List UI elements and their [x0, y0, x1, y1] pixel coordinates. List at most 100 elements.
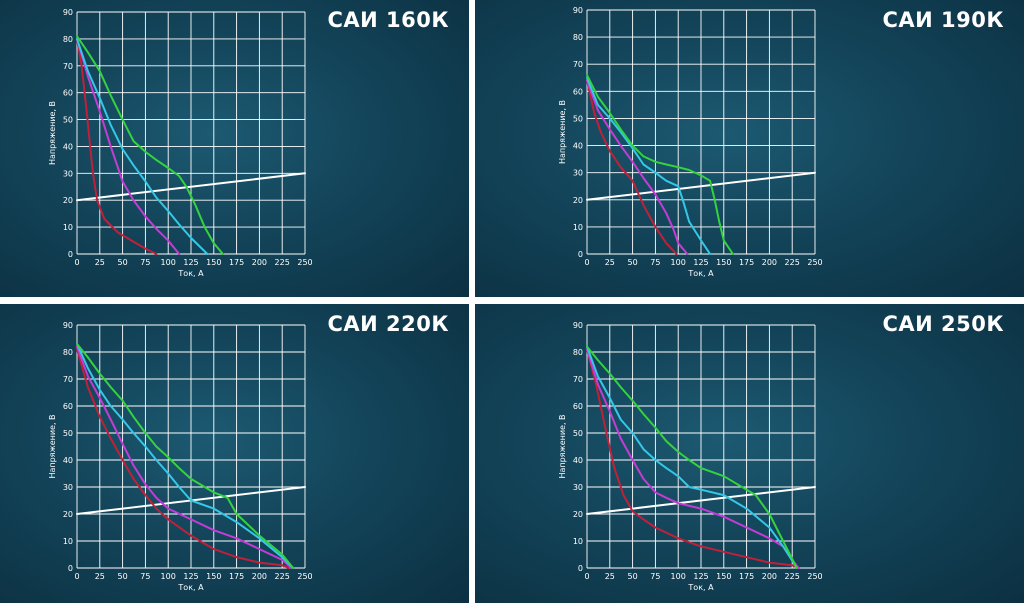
y-axis-label: Напряжение, В	[558, 414, 567, 478]
series-line	[76, 37, 209, 255]
chart-title: САИ 250К	[882, 312, 1004, 336]
y-tick-label: 30	[63, 483, 73, 492]
x-tick-label: 50	[628, 572, 638, 581]
x-tick-label: 225	[785, 572, 800, 581]
y-tick-label: 90	[63, 8, 73, 17]
series-line	[586, 76, 712, 255]
x-tick-label: 175	[229, 572, 244, 581]
x-tick-label: 200	[252, 572, 267, 581]
series-line	[586, 348, 800, 569]
x-tick-label: 100	[671, 258, 686, 267]
series-group	[586, 345, 816, 569]
x-tick-label: 75	[140, 572, 150, 581]
y-tick-label: 80	[63, 35, 73, 44]
x-tick-label: 75	[650, 572, 660, 581]
series-line	[76, 345, 293, 569]
y-tick-label: 40	[573, 456, 583, 465]
y-tick-label: 0	[68, 564, 73, 573]
tick-labels: 0 10 20 30 40 50 60 70 80 90 0 25 50 75 100 125 150 175 20…	[573, 6, 823, 267]
x-tick-label: 150	[206, 572, 221, 581]
y-tick-label: 80	[573, 348, 583, 357]
series-group	[76, 35, 306, 255]
x-axis-label: Ток, А	[177, 269, 204, 278]
x-tick-label: 125	[693, 572, 708, 581]
y-tick-label: 40	[63, 142, 73, 151]
x-tick-label: 75	[650, 258, 660, 267]
y-tick-label: 0	[578, 564, 583, 573]
y-tick-label: 50	[63, 116, 73, 125]
chart-title: САИ 190К	[882, 8, 1004, 32]
y-axis-label: Напряжение, В	[48, 101, 57, 165]
series-line	[586, 345, 798, 569]
x-tick-label: 50	[118, 572, 128, 581]
x-tick-label: 50	[628, 258, 638, 267]
y-tick-label: 60	[63, 402, 73, 411]
x-tick-label: 200	[762, 572, 777, 581]
series-line	[586, 79, 678, 255]
chart-plot: 0 10 20 30 40 50 60 70 80 90 0 25 50 75 100 125 150 175 20…	[48, 8, 313, 278]
x-tick-label: 25	[95, 572, 105, 581]
y-tick-label: 30	[63, 169, 73, 178]
x-tick-label: 200	[762, 258, 777, 267]
x-tick-label: 0	[584, 572, 589, 581]
y-tick-label: 90	[573, 6, 583, 15]
x-tick-label: 250	[297, 572, 312, 581]
x-tick-label: 200	[252, 258, 267, 267]
chart-panel-sai-220k: 0 10 20 30 40 50 60 70 80 90 0 25 50 75 100 125 150 175 20…	[0, 304, 469, 603]
series-line	[76, 342, 295, 569]
x-tick-label: 225	[785, 258, 800, 267]
series-line	[76, 37, 158, 255]
y-tick-label: 0	[68, 250, 73, 259]
series-line	[76, 35, 224, 255]
y-tick-label: 60	[573, 87, 583, 96]
chart-plot: 0 10 20 30 40 50 60 70 80 90 0 25 50 75 100 125 150 175 20…	[558, 321, 823, 592]
series-line	[586, 74, 734, 255]
y-tick-label: 20	[573, 510, 583, 519]
series-group	[76, 342, 306, 569]
tick-labels: 0 10 20 30 40 50 60 70 80 90 0 25 50 75 100 125 150 175 20…	[573, 321, 823, 581]
y-tick-label: 10	[573, 537, 583, 546]
x-tick-label: 0	[74, 258, 79, 267]
y-tick-label: 60	[63, 89, 73, 98]
y-tick-label: 20	[573, 196, 583, 205]
x-tick-label: 150	[716, 258, 731, 267]
grid	[76, 11, 306, 255]
y-tick-label: 20	[63, 510, 73, 519]
series-line	[586, 345, 798, 569]
y-tick-label: 80	[573, 33, 583, 42]
y-tick-label: 50	[573, 429, 583, 438]
x-tick-label: 0	[74, 572, 79, 581]
x-tick-label: 175	[739, 572, 754, 581]
grid	[76, 324, 306, 569]
y-tick-label: 70	[63, 62, 73, 71]
chart-title: САИ 160К	[327, 8, 449, 32]
x-tick-label: 125	[693, 258, 708, 267]
x-tick-label: 150	[716, 572, 731, 581]
y-tick-label: 80	[63, 348, 73, 357]
x-tick-label: 25	[95, 258, 105, 267]
x-tick-label: 150	[206, 258, 221, 267]
series-line	[586, 79, 689, 255]
tick-labels: 0 10 20 30 40 50 60 70 80 90 0 25 50 75 100 125 150 175 20…	[63, 8, 313, 267]
y-tick-label: 30	[573, 169, 583, 178]
y-tick-label: 90	[63, 321, 73, 330]
y-tick-label: 10	[63, 537, 73, 546]
x-tick-label: 225	[275, 572, 290, 581]
y-tick-label: 50	[63, 429, 73, 438]
x-tick-label: 25	[605, 572, 615, 581]
y-axis-label: Напряжение, В	[558, 100, 567, 164]
y-tick-label: 60	[573, 402, 583, 411]
grid	[586, 324, 816, 569]
x-tick-label: 175	[229, 258, 244, 267]
y-tick-label: 10	[63, 223, 73, 232]
y-axis-label: Напряжение, В	[48, 414, 57, 478]
y-tick-label: 70	[573, 60, 583, 69]
reference-line	[586, 486, 816, 515]
series-line	[586, 348, 800, 569]
x-tick-label: 50	[118, 258, 128, 267]
x-tick-label: 75	[140, 258, 150, 267]
y-tick-label: 30	[573, 483, 583, 492]
y-tick-label: 50	[573, 114, 583, 123]
x-tick-label: 250	[807, 258, 822, 267]
